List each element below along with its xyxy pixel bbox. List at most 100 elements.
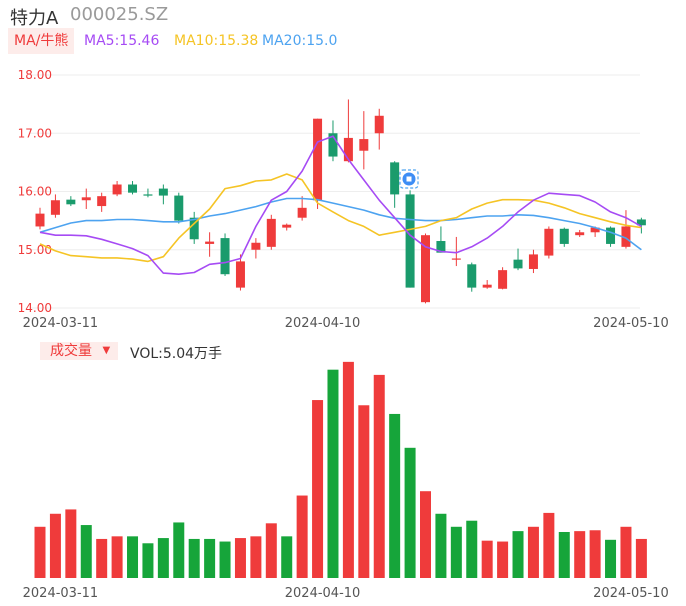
candle <box>374 108 384 150</box>
candle-body <box>174 195 184 221</box>
marker-frame <box>399 169 419 189</box>
candle-body <box>421 235 430 303</box>
volume-bar <box>96 538 108 578</box>
volume-bar <box>435 513 447 578</box>
volume-bar <box>173 522 185 578</box>
stock-code: 000025.SZ <box>70 4 169 25</box>
volume-bar <box>296 495 308 578</box>
candle-body <box>251 242 261 250</box>
candle-body <box>266 218 276 247</box>
candle <box>513 248 523 271</box>
candle <box>421 233 430 304</box>
candle-body <box>220 238 230 275</box>
volume-bar <box>157 538 169 578</box>
candle <box>220 233 230 276</box>
candle-body <box>451 258 461 260</box>
candle <box>158 184 168 205</box>
candle <box>313 118 323 209</box>
volume-bar <box>589 530 601 578</box>
volume-x-ticks: 2024-03-11 2024-04-10 2024-05-10 <box>23 586 669 601</box>
candle <box>35 207 45 230</box>
volume-bar <box>358 405 370 578</box>
candle-body <box>343 137 353 162</box>
volume-bar <box>497 541 509 578</box>
candle-body <box>513 259 523 269</box>
candle-body <box>112 184 122 195</box>
candle <box>235 254 245 291</box>
candle-body <box>390 162 400 195</box>
candle-body <box>405 194 415 288</box>
candle-body <box>467 264 477 288</box>
volume-bar <box>558 531 570 578</box>
volume-bar <box>342 361 354 578</box>
candle-body <box>374 115 384 134</box>
volume-bar <box>605 539 617 578</box>
candle-body <box>158 188 168 196</box>
candle-body <box>313 118 323 201</box>
candle-body <box>528 254 538 269</box>
candle <box>282 223 292 231</box>
candle-body <box>81 197 91 201</box>
candle <box>359 111 369 170</box>
candle <box>559 227 569 247</box>
volume-bar <box>466 520 478 578</box>
candle <box>251 238 261 259</box>
candle <box>498 267 508 290</box>
x-tick-label: 2024-04-10 <box>285 586 361 601</box>
volume-bar <box>404 447 416 578</box>
volume-bar <box>127 536 139 578</box>
candle <box>112 181 122 197</box>
candles <box>35 99 646 304</box>
candle-body <box>205 241 215 244</box>
candle-body <box>575 232 585 236</box>
candle-body <box>297 207 307 218</box>
candle-body <box>235 261 245 288</box>
candle-body <box>189 217 199 240</box>
volume-bar <box>620 526 632 578</box>
candle-body <box>359 139 369 151</box>
candle <box>405 190 415 288</box>
volume-bar <box>265 523 277 578</box>
volume-bar <box>204 538 216 578</box>
event-marker[interactable] <box>399 169 419 189</box>
volume-bar <box>373 374 385 578</box>
candle-body <box>97 196 107 207</box>
ma20-line <box>39 197 642 251</box>
candle <box>174 192 184 224</box>
price-y-tick-label: 14.00 <box>18 301 52 315</box>
volume-bar <box>49 513 61 578</box>
volume-bar <box>111 536 123 578</box>
stock-name: 特力A <box>10 8 59 29</box>
volume-bar <box>543 512 555 578</box>
candle-body <box>606 227 616 244</box>
ma-selector-tag[interactable]: MA/牛熊 <box>8 28 75 54</box>
ma5-line <box>39 135 642 276</box>
volume-tag-label: 成交量 <box>50 343 92 359</box>
volume-selector-tag[interactable]: 成交量 ▼ <box>40 342 119 360</box>
candle <box>343 99 353 163</box>
candle <box>467 262 477 292</box>
volume-bar <box>142 543 154 578</box>
volume-bar <box>450 526 462 578</box>
volume-bar <box>219 541 231 578</box>
candle <box>328 120 338 162</box>
candle <box>575 229 585 237</box>
candle <box>621 210 631 249</box>
candle-body <box>50 200 60 215</box>
price-y-tick-label: 18.00 <box>18 68 52 82</box>
moving-average-lines <box>39 135 642 276</box>
volume-bar <box>65 509 77 578</box>
candle <box>189 211 199 244</box>
candle-body <box>590 227 600 233</box>
candle-body <box>328 133 338 157</box>
x-tick-label: 2024-04-10 <box>285 316 361 331</box>
ma10-line <box>39 173 642 263</box>
x-tick-label: 2024-05-10 <box>593 586 669 601</box>
candle-body <box>559 228 569 244</box>
candle-body <box>282 224 292 228</box>
candle <box>390 161 400 208</box>
x-tick-label: 2024-03-11 <box>23 316 99 331</box>
candle <box>205 232 215 257</box>
candle <box>436 226 446 253</box>
